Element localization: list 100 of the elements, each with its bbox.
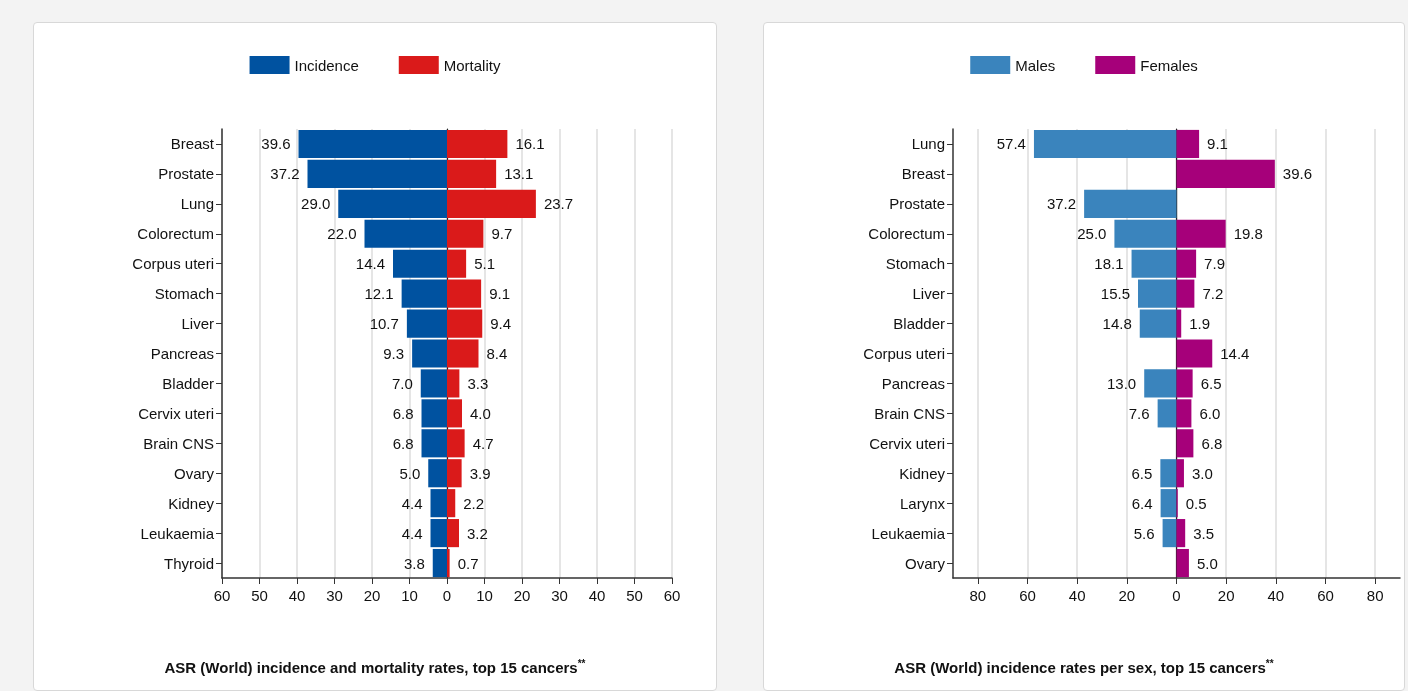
x-tick-label: 0 bbox=[1172, 587, 1181, 604]
annotation: 29.0 bbox=[301, 195, 331, 213]
bar bbox=[1160, 459, 1177, 488]
bar bbox=[430, 519, 447, 548]
annotation: 57.4 bbox=[996, 135, 1026, 153]
legend-label: Mortality bbox=[443, 56, 501, 74]
data-label: 7.9 bbox=[1204, 255, 1225, 273]
bar bbox=[1162, 519, 1177, 548]
y-tick-label: Liver bbox=[912, 285, 945, 303]
annotation: 25.0 bbox=[1077, 225, 1107, 243]
text: ASR (World) incidence rates per sex, top 15 cancers** bbox=[894, 658, 1274, 676]
annotation: 12.1 bbox=[364, 285, 394, 303]
x-tick-label: 20 bbox=[363, 587, 381, 604]
bar bbox=[1176, 249, 1197, 278]
y-tick-label: Colorectum bbox=[137, 225, 214, 243]
bar bbox=[1033, 129, 1177, 159]
y-tick-label: Liver bbox=[181, 315, 214, 333]
x-tick-label: 60 bbox=[663, 587, 681, 604]
data-label: 3.3 bbox=[467, 374, 489, 392]
data-label: 9.7 bbox=[491, 225, 513, 243]
annotation: 15.5 bbox=[1100, 285, 1131, 303]
x-tick-label: 60 bbox=[1019, 587, 1036, 604]
x-tick-label: 10 bbox=[401, 587, 418, 604]
bar bbox=[1176, 548, 1189, 578]
annotation: 6.8 bbox=[392, 434, 414, 452]
bar bbox=[447, 519, 459, 548]
annotation: 10.7 bbox=[369, 315, 399, 333]
bar bbox=[338, 189, 447, 218]
data-label: 13.1 bbox=[504, 165, 534, 183]
y-tick-label: Pancreas bbox=[150, 345, 214, 362]
bar bbox=[1176, 129, 1200, 159]
annotation: 14.4 bbox=[355, 255, 385, 273]
x-tick-label: 0 bbox=[442, 587, 452, 604]
bar bbox=[447, 189, 536, 218]
bar bbox=[298, 129, 447, 159]
annotation: 3.8 bbox=[403, 554, 425, 572]
x-tick-label: 50 bbox=[626, 587, 643, 604]
y-tick-label: Kidney bbox=[168, 494, 215, 512]
data-label: 9.1 bbox=[489, 285, 510, 303]
legend-label: Females bbox=[1140, 56, 1198, 74]
y-tick-label: Prostate bbox=[889, 195, 945, 213]
bar bbox=[447, 429, 465, 458]
y-tick-label: Ovary bbox=[173, 464, 215, 482]
annotation: 22.0 bbox=[327, 225, 357, 243]
data-label: 1.9 bbox=[1189, 315, 1211, 333]
annotation: 5.6 bbox=[1133, 524, 1155, 542]
data-label: 3.0 bbox=[1191, 464, 1213, 482]
bar bbox=[1160, 489, 1177, 518]
data-label: 9.4 bbox=[490, 315, 512, 333]
data-label: 5.0 bbox=[1196, 554, 1218, 572]
y-tick-label: Leukaemia bbox=[871, 524, 946, 542]
bar bbox=[1176, 429, 1194, 458]
bar bbox=[1084, 189, 1177, 218]
data-label: 4.0 bbox=[470, 404, 491, 422]
data-label: 0.7 bbox=[457, 554, 479, 572]
annotation: 18.1 bbox=[1094, 255, 1124, 273]
y-tick-label: Bladder bbox=[162, 374, 214, 392]
x-tick-label: 10 bbox=[476, 587, 493, 604]
y-tick-label: Lung bbox=[911, 135, 945, 153]
y-tick-label: Bladder bbox=[893, 315, 945, 333]
data-label: 3.2 bbox=[467, 524, 488, 542]
annotation: 4.4 bbox=[401, 494, 423, 512]
data-label: 6.5 bbox=[1200, 374, 1222, 392]
data-label: 2.2 bbox=[463, 494, 485, 512]
x-tick-label: 60 bbox=[213, 587, 231, 604]
data-label: 7.2 bbox=[1202, 285, 1224, 303]
annotation: 6.5 bbox=[1131, 464, 1153, 482]
y-tick-label: Ovary bbox=[904, 554, 946, 572]
bar bbox=[447, 219, 484, 248]
x-tick-label: 20 bbox=[1217, 587, 1235, 604]
y-tick-label: Lung bbox=[180, 195, 214, 213]
data-label: 6.0 bbox=[1199, 404, 1221, 422]
data-label: 9.1 bbox=[1207, 135, 1228, 153]
y-tick-label: Cervix uteri bbox=[138, 404, 214, 422]
data-label: 3.5 bbox=[1193, 524, 1215, 542]
bar bbox=[1176, 159, 1275, 188]
bar bbox=[447, 249, 467, 278]
data-label: 4.7 bbox=[472, 434, 494, 452]
bar bbox=[447, 129, 508, 159]
y-tick-label: Stomach bbox=[885, 255, 945, 273]
bar bbox=[432, 548, 447, 578]
y-tick-label: Brain CNS bbox=[874, 404, 945, 422]
y-tick-label: Larynx bbox=[899, 494, 946, 512]
bar bbox=[428, 459, 447, 488]
bar bbox=[1176, 219, 1226, 248]
data-label: 8.4 bbox=[486, 345, 508, 362]
annotation: 7.6 bbox=[1128, 404, 1150, 422]
annotation: 6.8 bbox=[392, 404, 414, 422]
annotation: 39.6 bbox=[261, 135, 291, 153]
annotation: 5.0 bbox=[399, 464, 421, 482]
y-tick-label: Breast bbox=[170, 135, 215, 153]
y-tick-label: Colorectum bbox=[868, 225, 945, 243]
data-label: 19.8 bbox=[1233, 225, 1263, 243]
bar bbox=[1114, 219, 1177, 248]
y-tick-label: Leukaemia bbox=[140, 524, 215, 542]
legend-label: Males bbox=[1015, 56, 1056, 74]
data-label: 5.1 bbox=[474, 255, 495, 273]
bar bbox=[1176, 519, 1186, 548]
annotation: 37.2 bbox=[270, 165, 300, 183]
x-tick-label: 40 bbox=[1267, 587, 1285, 604]
